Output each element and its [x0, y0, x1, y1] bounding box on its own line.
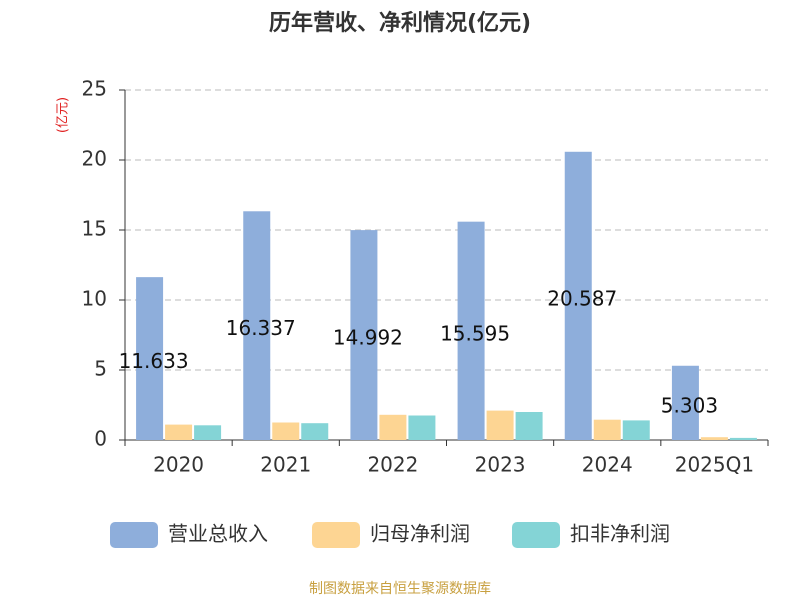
bar: [593, 419, 621, 440]
y-tick-label: 5: [94, 357, 107, 381]
bar: [671, 365, 699, 440]
bar: [272, 422, 300, 440]
legend-label: 营业总收入: [168, 522, 268, 546]
x-tick-label: 2021: [260, 453, 311, 477]
data-label: 14.992: [333, 326, 403, 350]
x-tick-label: 2020: [153, 453, 204, 477]
y-unit-label: (亿元): [56, 97, 71, 133]
bar: [564, 151, 592, 441]
y-tick-label: 25: [82, 77, 107, 101]
bar: [301, 423, 329, 440]
bar: [729, 437, 757, 440]
bar: [194, 425, 222, 440]
y-tick-label: 0: [94, 427, 107, 451]
data-label: 16.337: [226, 316, 296, 340]
legend-label: 归母净利润: [370, 522, 470, 546]
y-tick-label: 20: [82, 147, 107, 171]
y-tick-label: 10: [82, 287, 107, 311]
bar: [379, 414, 407, 440]
bar: [408, 415, 436, 440]
bar: [165, 424, 193, 440]
source: 制图数据来自恒生聚源数据库: [309, 581, 491, 597]
bar: [622, 420, 650, 440]
bar: [243, 211, 271, 440]
data-label: 5.303: [661, 393, 718, 417]
data-label: 11.633: [119, 349, 189, 373]
legend-swatch: [110, 522, 158, 548]
bar: [136, 277, 164, 440]
x-tick-label: 2025Q1: [675, 453, 754, 477]
legend-swatch: [512, 522, 560, 548]
x-tick-label: 2022: [367, 453, 418, 477]
x-tick-label: 2023: [475, 453, 526, 477]
bar: [515, 412, 543, 440]
x-tick-label: 2024: [582, 453, 633, 477]
bar: [700, 437, 728, 440]
bar: [457, 221, 485, 440]
legend-swatch: [312, 522, 360, 548]
legend-label: 扣非净利润: [570, 522, 670, 546]
chart-title: 历年营收、净利情况(亿元): [269, 10, 531, 36]
data-label: 20.587: [547, 286, 617, 310]
bar: [350, 230, 378, 440]
data-label: 15.595: [440, 321, 510, 345]
y-tick-label: 15: [82, 217, 107, 241]
bar: [486, 410, 514, 440]
